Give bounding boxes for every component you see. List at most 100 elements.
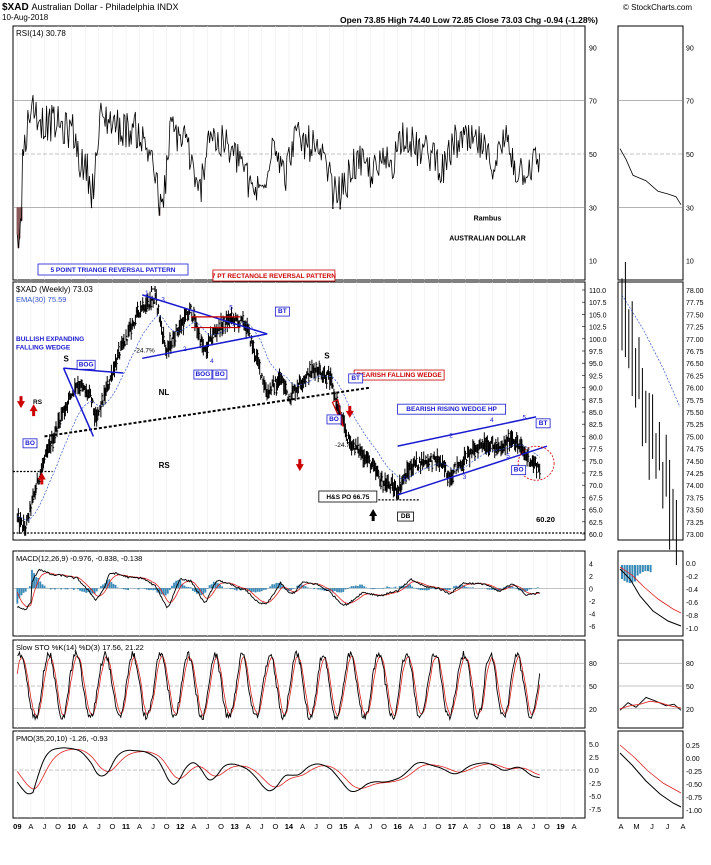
macd-histogram-bar [150, 588, 152, 590]
sto-k-line [17, 649, 541, 722]
macd-histogram-bar [100, 586, 102, 589]
macd-histogram-bar [536, 587, 539, 589]
macd-histogram-bar [194, 588, 196, 592]
price-tick-label: 102.5 [589, 325, 607, 332]
mini-panel-rsi [617, 25, 684, 281]
bo-label-4-box [511, 465, 527, 476]
bog-label-1: BOG [79, 361, 94, 368]
pmo-label: PMO(35,20,10) -1.26, -0.93 [16, 734, 108, 743]
macd-histogram-bar [162, 588, 165, 596]
triangle-lower [142, 333, 268, 360]
five-point-label-box [37, 263, 189, 276]
rsi-tick-label: 90 [589, 45, 597, 52]
red-arrow-4 [295, 464, 304, 472]
x-tick-label: O [381, 822, 387, 831]
x-tick-label: O [490, 822, 496, 831]
sto-tick-label: 50 [589, 684, 597, 691]
macd-histogram-bar [202, 588, 205, 595]
macd-histogram-bar [342, 588, 345, 593]
wedge-point-2: 2 [449, 432, 453, 439]
macd-histogram-bar [148, 588, 150, 591]
macd-histogram-bar [166, 588, 169, 594]
mini-macd-histogram-bar [621, 565, 623, 579]
macd-histogram-bar [448, 588, 451, 591]
ohlc: Open 73.85 High 74.40 Low 72.85 Close 73… [340, 15, 598, 25]
price-tick-label: 70.0 [589, 483, 603, 490]
macd-histogram-bar [503, 587, 506, 589]
macd-histogram-bar [231, 588, 234, 590]
triangle-point-4: 4 [210, 358, 214, 365]
macd-histogram-bar [325, 588, 328, 591]
triangle-upper [142, 294, 268, 335]
macd-histogram-bar [348, 587, 351, 589]
macd-histogram-bar [409, 584, 412, 589]
mini-panel-sto [617, 639, 684, 729]
x-tick-label: O [218, 822, 224, 831]
macd-histogram-bar [171, 585, 173, 589]
mini-pmo-signal-line [619, 744, 682, 794]
mini-macd-histogram-bar [649, 565, 652, 573]
pmo-tick-label: -5.0 [589, 794, 601, 801]
macd-histogram-bar [250, 588, 253, 593]
sto-label: Slow STO %K(14) %D(3) 17.56, 21.22 [16, 643, 144, 652]
macd-histogram-bar [179, 579, 182, 589]
macd-histogram-bar [398, 585, 401, 589]
macd-histogram-bar [110, 582, 113, 589]
mini-rsi-tick-label: 90 [686, 45, 694, 52]
pmo-signal-line [16, 748, 540, 790]
price-tick-label: 87.5 [589, 398, 603, 405]
macd-histogram-bar [85, 588, 88, 593]
macd-histogram-bar [35, 577, 38, 589]
bt-label-1: BT [278, 308, 287, 315]
panel-macd [12, 550, 586, 637]
pmo-line [16, 747, 540, 795]
x-tick-label: A [517, 822, 522, 831]
price-tick-label: 80.0 [589, 434, 603, 441]
seven-pt-label: 7 PT RECTANGLE REVERSAL PATTERN [212, 273, 336, 280]
macd-histogram-bar [262, 588, 265, 590]
price-tick-label: 77.5 [589, 447, 603, 454]
x-tick-label: A [28, 822, 33, 831]
bog-label-2-box [193, 369, 213, 380]
macd-histogram-bar [106, 580, 109, 589]
bo-label-2: BO [215, 371, 225, 378]
x-tick-label: J [151, 822, 155, 831]
macd-histogram-bar [446, 588, 449, 591]
mini-macd-histogram-bar [634, 565, 636, 582]
macd-histogram-bar [344, 588, 347, 590]
aud-label: AUSTRALIAN DOLLAR [449, 236, 526, 243]
macd-histogram-bar [511, 586, 514, 589]
price-tick-label: 95.0 [589, 361, 603, 368]
macd-histogram-bar [386, 586, 389, 589]
red-arrow-3-stem [40, 478, 44, 485]
macd-histogram-bar [455, 585, 457, 589]
x-tick-label: J [260, 822, 264, 831]
macd-histogram-bar [102, 584, 104, 589]
macd-histogram-bar [49, 588, 52, 590]
mini-price-tick-label: 77.50 [686, 312, 704, 319]
x-tick-label: 19 [556, 822, 564, 831]
macd-histogram-bar [125, 588, 127, 590]
rising-wedge-lower [397, 445, 548, 496]
macd-histogram-bar [265, 588, 267, 590]
macd-tick-label: -6 [589, 624, 595, 631]
macd-label: MACD(12,26,9) -0.976, -0.838, -0.138 [16, 554, 142, 563]
mini-sto-d-line [619, 700, 682, 710]
x-tick-label: 14 [285, 822, 294, 831]
mini-price-tick-label: 73.50 [686, 508, 704, 515]
bt-label-2: BT [351, 375, 360, 382]
triangle-point-2: 2 [183, 346, 187, 353]
macd-histogram-bar [214, 581, 217, 589]
price-tick-label: 105.0 [589, 312, 607, 319]
low-value-label: 60.20 [536, 515, 555, 524]
red-arrow-5 [345, 410, 354, 418]
macd-histogram-bar [434, 588, 437, 590]
pmo-tick-label: 2.5 [589, 755, 599, 762]
price-tick-label: 110.0 [589, 288, 606, 295]
head-label: H [150, 285, 156, 294]
macd-histogram-bar [373, 588, 376, 590]
x-tick-label: J [314, 822, 318, 831]
x-tick-label: A [137, 822, 142, 831]
macd-histogram-bar [233, 588, 236, 590]
macd-histogram-bar [354, 585, 357, 589]
